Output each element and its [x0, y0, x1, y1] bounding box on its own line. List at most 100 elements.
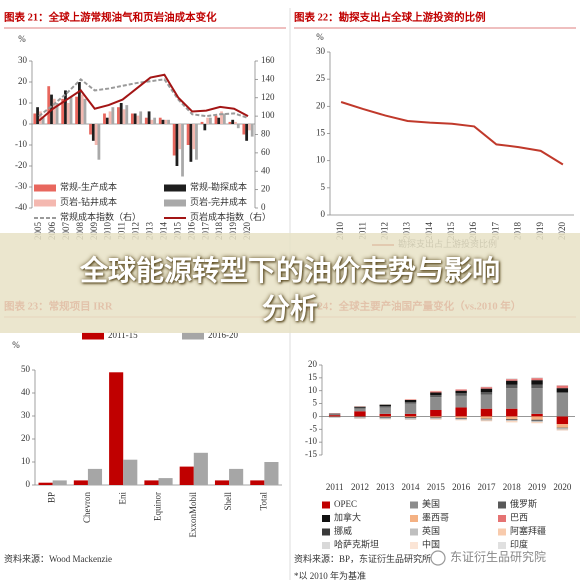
bar — [228, 121, 232, 124]
bar-segment — [531, 413, 543, 417]
y-tick-label: 25 — [316, 73, 326, 83]
x-tick-label: 2012 — [131, 222, 141, 240]
y-tick-label: 20 — [316, 100, 326, 110]
bar-segment — [531, 422, 543, 423]
bar — [133, 113, 137, 124]
bar — [52, 98, 56, 124]
bar-segment — [328, 413, 341, 415]
bar-segment — [455, 395, 467, 408]
bar — [97, 124, 101, 160]
y-tick-label: -10 — [15, 139, 27, 149]
x-tick-label: 2008 — [75, 222, 85, 241]
y-tick-label: 30 — [316, 46, 326, 56]
x-tick-label: 2007 — [61, 222, 71, 241]
bar-segment — [455, 389, 467, 391]
x-tick-label: 2015 — [446, 222, 456, 241]
y2-tick-label: 140 — [261, 73, 275, 83]
bar — [38, 482, 53, 485]
x-tick-label: 2017 — [490, 222, 500, 241]
legend-swatch — [322, 542, 330, 549]
y2-tick-label: 0 — [261, 202, 266, 212]
y2-tick-label: 20 — [261, 184, 271, 194]
x-tick-label: 2011 — [117, 222, 127, 240]
x-tick-label: BP — [47, 492, 57, 503]
x-tick-label: 2013 — [145, 222, 155, 241]
bar — [33, 113, 37, 124]
y-tick-label: -20 — [15, 160, 27, 170]
bar — [83, 98, 87, 124]
bar-segment — [506, 388, 518, 409]
source: 资料来源：Wood Mackenzie — [4, 553, 112, 564]
bar — [195, 124, 198, 160]
bar — [175, 124, 179, 166]
bar-segment — [556, 424, 569, 428]
bar-segment — [455, 418, 467, 420]
bar — [73, 480, 88, 485]
bar-segment — [455, 393, 467, 396]
bar-segment — [480, 388, 493, 392]
legend-label: 加拿大 — [334, 512, 361, 523]
y-tick-label: 15 — [308, 372, 318, 382]
legend-swatch — [410, 501, 418, 509]
bar-segment — [556, 429, 569, 431]
x-tick-label: 2018 — [503, 482, 522, 492]
legend-label: 美国 — [422, 498, 440, 509]
bar — [122, 109, 126, 124]
bar-segment — [480, 392, 493, 395]
bar — [119, 103, 123, 124]
banner — [0, 233, 580, 333]
bar-segment — [404, 402, 417, 404]
bar-segment — [506, 380, 518, 385]
x-tick-label: Equinor — [153, 492, 163, 521]
bar — [214, 115, 218, 124]
bar-segment — [480, 408, 493, 417]
bar-segment — [506, 379, 518, 381]
legend-label: 页岩-钻井成本 — [60, 196, 117, 207]
legend-label: 巴西 — [510, 513, 528, 523]
y-tick-label: 5 — [313, 398, 318, 408]
legend-swatch — [182, 332, 204, 340]
bar-segment — [354, 417, 366, 419]
bar-segment — [506, 416, 518, 420]
bar-segment — [455, 407, 467, 417]
bar — [55, 103, 59, 124]
x-tick-label: 2018 — [513, 222, 523, 241]
x-tick-label: 2013 — [402, 222, 412, 241]
bar — [181, 124, 184, 177]
x-tick-label: 2019 — [528, 482, 547, 492]
y2-tick-label: 60 — [261, 147, 271, 157]
bar-segment — [480, 421, 493, 422]
bar-segment — [531, 420, 543, 423]
bar-segment — [556, 393, 569, 417]
bar — [206, 117, 210, 124]
bar — [250, 480, 265, 485]
bar — [178, 124, 182, 150]
bar — [61, 98, 65, 124]
legend-label: OPEC — [334, 499, 357, 509]
y-axis-label: % — [12, 340, 20, 350]
x-tick-label: 2014 — [424, 222, 434, 241]
x-tick-label: 2013 — [376, 482, 395, 492]
y2-tick-label: 160 — [261, 55, 275, 65]
bar-segment — [531, 378, 543, 381]
x-tick-label: 2005 — [33, 222, 43, 241]
bar-segment — [328, 416, 341, 418]
y-tick-label: 0 — [321, 209, 326, 219]
bar-segment — [404, 413, 417, 417]
bar-segment — [430, 397, 442, 410]
legend-label: 印度 — [510, 539, 528, 550]
x-tick-label: 2006 — [47, 222, 57, 241]
bar — [264, 462, 279, 485]
bar — [234, 121, 237, 124]
bar — [123, 459, 138, 485]
x-tick-label: 2017 — [477, 482, 496, 492]
bar — [94, 124, 98, 145]
bar — [164, 119, 168, 124]
x-tick-label: 2009 — [89, 222, 99, 241]
bar-segment — [531, 416, 543, 420]
bar — [52, 480, 67, 485]
y-tick-label: 20 — [18, 76, 28, 86]
legend-label: 墨西哥 — [422, 513, 449, 523]
bar — [250, 124, 254, 137]
bar-segment — [506, 421, 518, 422]
